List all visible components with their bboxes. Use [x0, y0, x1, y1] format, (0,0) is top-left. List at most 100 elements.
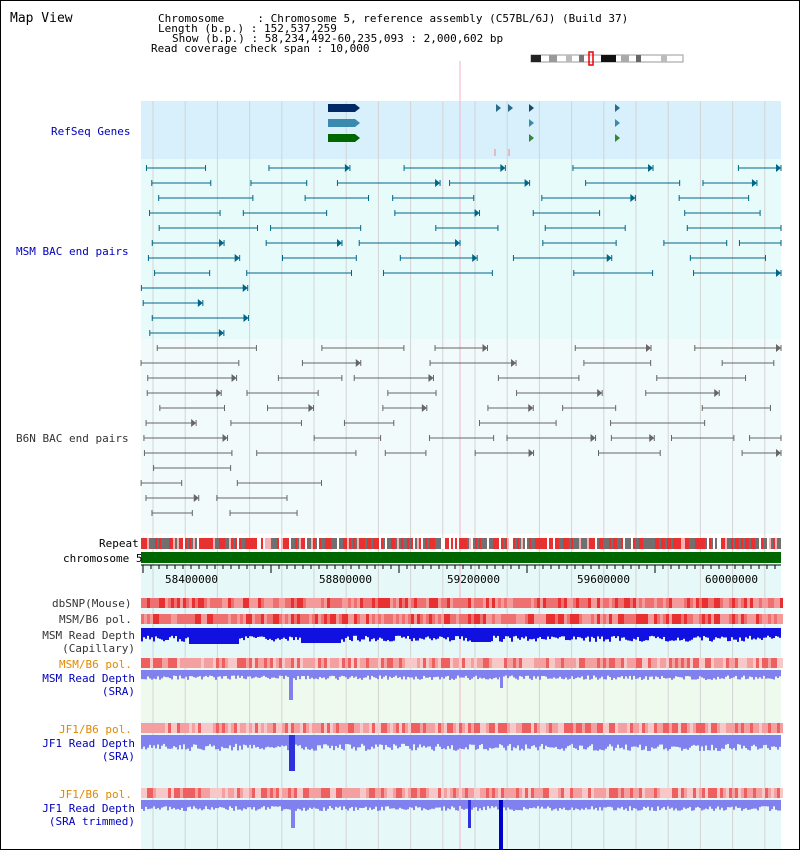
- polymorphism-cell: [198, 788, 201, 798]
- read-depth-bar: [465, 628, 467, 638]
- read-depth-bar: [275, 670, 277, 679]
- polymorphism-cell: [714, 598, 717, 608]
- repeat-segment: [501, 538, 503, 549]
- repeat-segment: [485, 538, 487, 549]
- repeat-segment: [465, 538, 467, 549]
- read-depth-bar: [565, 670, 567, 678]
- read-depth-bar: [227, 670, 229, 679]
- polymorphism-cell: [297, 723, 300, 733]
- read-depth-bar: [629, 670, 631, 676]
- polymorphism-cell: [594, 658, 597, 668]
- repeat-segment: [633, 538, 635, 549]
- read-depth-bar: [483, 735, 485, 750]
- polymorphism-cell: [507, 614, 510, 624]
- polymorphism-cell: [492, 658, 495, 668]
- polymorphism-cell: [462, 614, 465, 624]
- bac-end-arrow: [646, 344, 652, 352]
- polymorphism-cell: [414, 723, 417, 733]
- repeat-segment: [535, 538, 537, 549]
- read-depth-bar: [415, 735, 417, 751]
- read-depth-bar: [441, 800, 443, 811]
- read-depth-bar: [437, 670, 439, 677]
- read-depth-bar: [747, 670, 749, 679]
- read-depth-bar: [761, 800, 763, 807]
- read-depth-bar: [255, 800, 257, 811]
- polymorphism-cell: [288, 788, 291, 798]
- read-depth-bar: [455, 735, 457, 751]
- read-depth-bar: [383, 800, 385, 811]
- read-depth-bar: [345, 800, 347, 809]
- polymorphism-cell: [738, 723, 741, 733]
- polymorphism-cell: [441, 614, 444, 624]
- polymorphism-cell: [732, 614, 735, 624]
- repeat-segment: [747, 538, 749, 549]
- polymorphism-cell: [744, 788, 747, 798]
- read-depth-bar: [699, 800, 701, 809]
- read-depth-bar: [657, 670, 659, 678]
- polymorphism-cell: [717, 723, 720, 733]
- read-depth-bar: [341, 800, 343, 811]
- polymorphism-cell: [711, 614, 714, 624]
- polymorphism-cell: [249, 658, 252, 668]
- read-depth-bar: [649, 800, 651, 811]
- read-depth-bar: [241, 735, 243, 750]
- polymorphism-cell: [237, 723, 240, 733]
- track-label-msm-bac[interactable]: MSM BAC end pairs: [16, 245, 129, 258]
- polymorphism-cell: [267, 723, 270, 733]
- polymorphism-cell: [168, 614, 171, 624]
- track-label-b6n-bac[interactable]: B6N BAC end pairs: [16, 432, 129, 445]
- read-depth-bar: [319, 800, 321, 811]
- read-depth-bar: [491, 670, 493, 680]
- read-depth-bar: [523, 670, 525, 679]
- polymorphism-cell: [252, 788, 255, 798]
- read-depth-bar: [497, 735, 499, 748]
- read-depth-bar: [691, 800, 693, 811]
- read-depth-bar: [775, 735, 777, 748]
- polymorphism-cell: [198, 598, 201, 608]
- polymorphism-cell: [213, 723, 216, 733]
- read-depth-bar: [207, 800, 209, 809]
- polymorphism-cell: [699, 788, 702, 798]
- polymorphism-cell: [693, 658, 696, 668]
- read-depth-bar: [607, 628, 609, 640]
- read-depth-bar: [619, 800, 621, 809]
- polymorphism-cell: [717, 658, 720, 668]
- read-depth-bar: [749, 670, 751, 677]
- read-depth-bar: [565, 800, 567, 810]
- read-depth-bar: [611, 628, 613, 637]
- read-depth-bar: [159, 800, 161, 810]
- read-depth-bar: [329, 670, 331, 677]
- read-depth-bar: [481, 670, 483, 679]
- read-depth-bar: [665, 800, 667, 810]
- polymorphism-cell: [174, 598, 177, 608]
- polymorphism-cell: [300, 788, 303, 798]
- polymorphism-cell: [684, 614, 687, 624]
- repeat-segment: [333, 538, 335, 549]
- read-depth-bar: [235, 670, 237, 679]
- track-label-refseq[interactable]: RefSeq Genes: [51, 125, 131, 138]
- polymorphism-cell: [195, 614, 198, 624]
- polymorphism-cell: [765, 788, 768, 798]
- polymorphism-cell: [666, 723, 669, 733]
- repeat-segment: [335, 538, 337, 549]
- read-depth-bar: [329, 735, 331, 749]
- polymorphism-cell: [231, 598, 234, 608]
- polymorphism-cell: [690, 723, 693, 733]
- read-depth-bar: [501, 735, 503, 746]
- read-depth-bar: [775, 628, 777, 636]
- polymorphism-cell: [768, 658, 771, 668]
- polymorphism-cell: [609, 598, 612, 608]
- polymorphism-cell: [351, 598, 354, 608]
- read-depth-bar: [717, 735, 719, 751]
- read-depth-bar: [697, 735, 699, 746]
- read-depth-bar: [367, 800, 369, 811]
- read-depth-bar: [601, 628, 603, 637]
- polymorphism-cell: [465, 658, 468, 668]
- read-depth-bar: [503, 800, 505, 808]
- polymorphism-cell: [561, 788, 564, 798]
- read-depth-bar: [593, 800, 595, 810]
- read-depth-bar: [225, 670, 227, 677]
- read-depth-bar: [377, 800, 379, 811]
- polymorphism-cell: [564, 658, 567, 668]
